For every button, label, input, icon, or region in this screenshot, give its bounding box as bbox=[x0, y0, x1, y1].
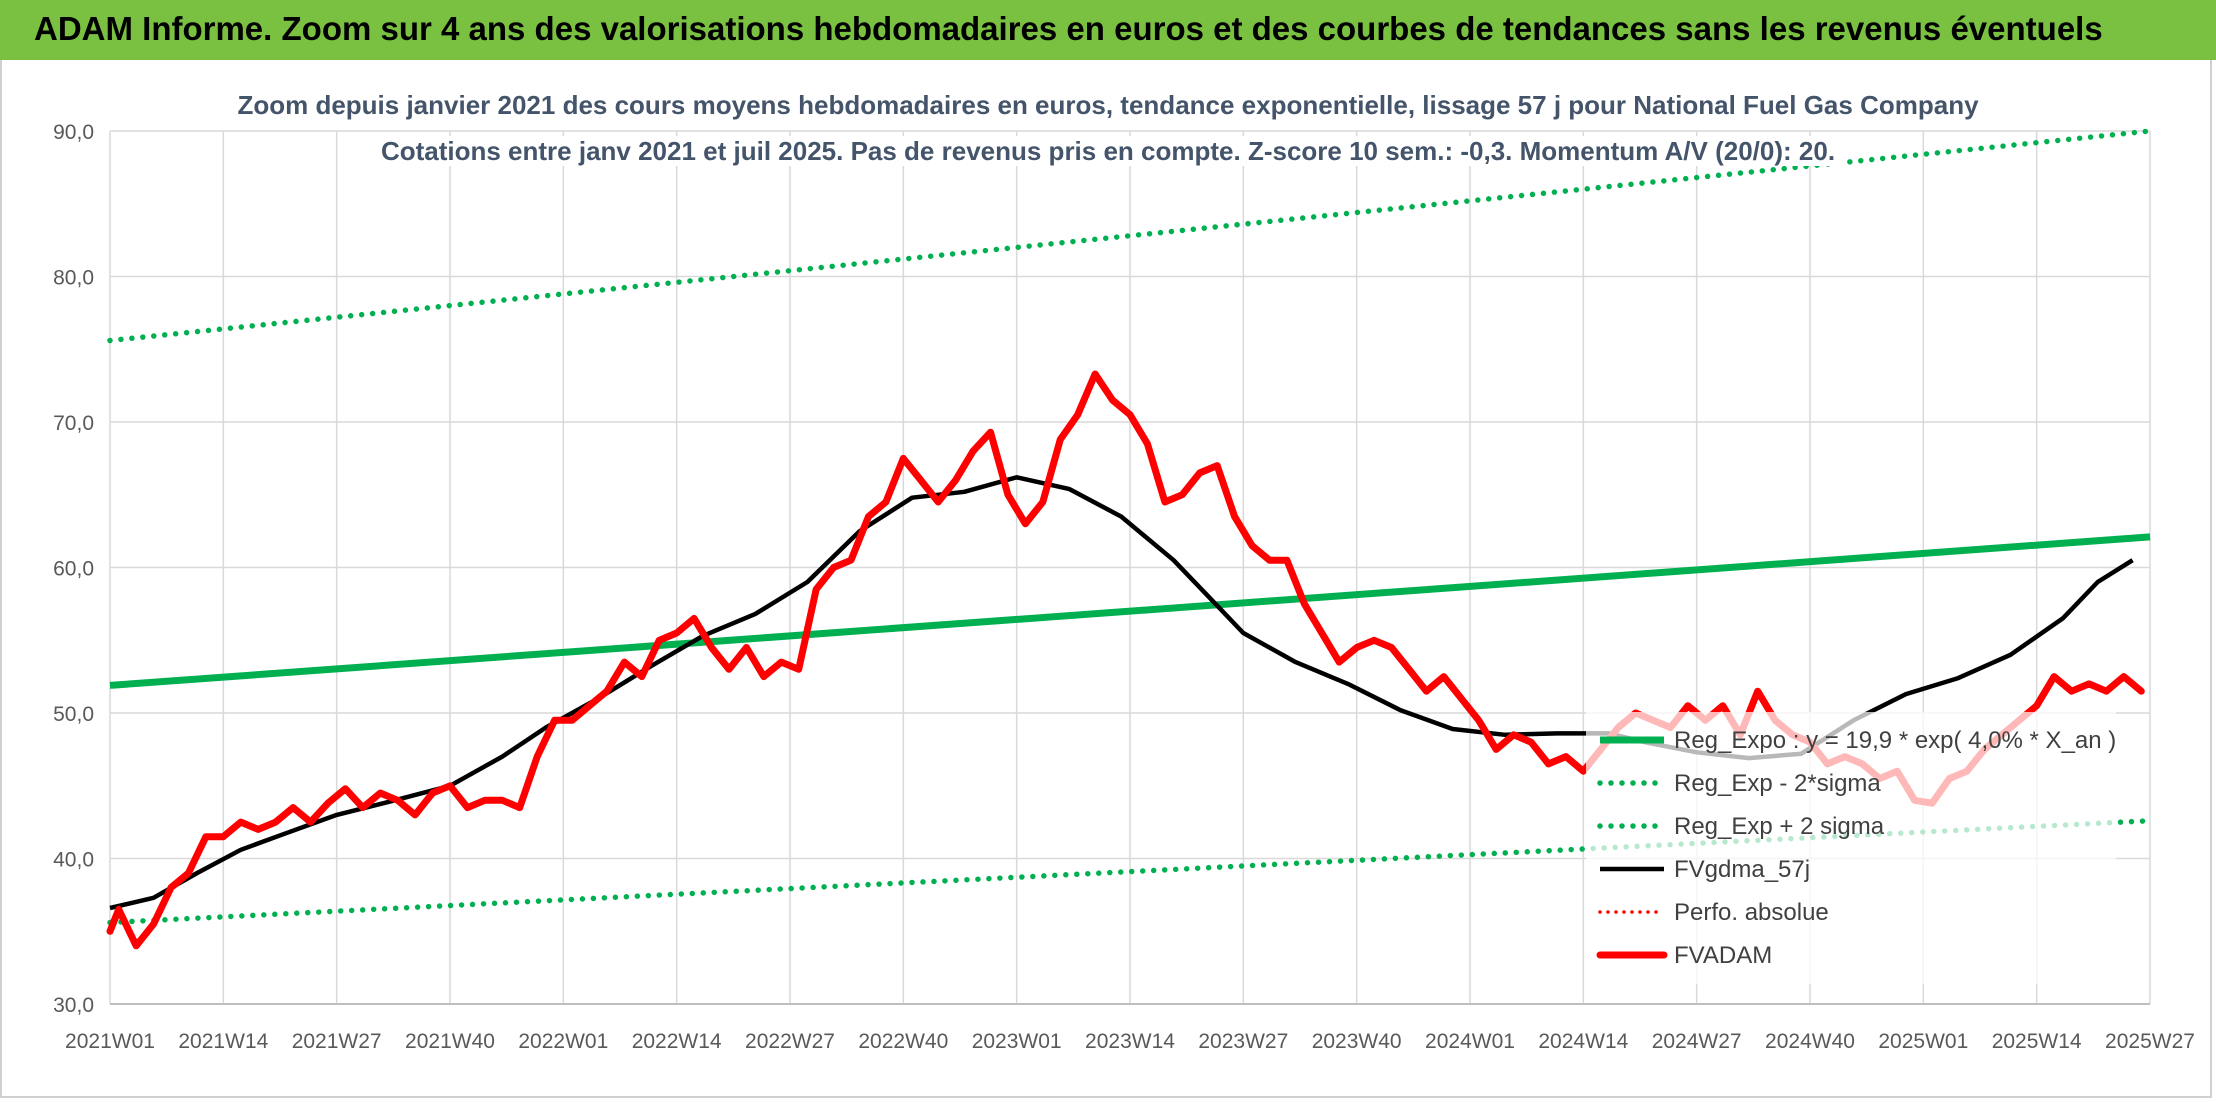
x-tick-label: 2024W40 bbox=[1765, 1030, 1855, 1053]
y-tick-label: 50,0 bbox=[53, 703, 94, 726]
x-tick-label: 2023W01 bbox=[972, 1030, 1062, 1053]
report-banner: ADAM Informe. Zoom sur 4 ans des valoris… bbox=[0, 0, 2216, 60]
x-tick-label: 2023W14 bbox=[1085, 1030, 1175, 1053]
y-tick-label: 70,0 bbox=[53, 412, 94, 435]
x-tick-label: 2022W01 bbox=[518, 1030, 608, 1053]
chart-frame bbox=[0, 60, 2212, 1098]
x-tick-label: 2023W27 bbox=[1198, 1030, 1288, 1053]
series-line-reg-exp-plus-2sigma bbox=[107, 128, 2153, 344]
x-tick-label: 2022W14 bbox=[632, 1030, 722, 1053]
x-tick-label: 2021W27 bbox=[292, 1030, 382, 1053]
report-title: ADAM Informe. Zoom sur 4 ans des valoris… bbox=[34, 10, 2103, 47]
x-axis-ticks: 2021W01 2021W14 2021W27 2021W40 2022W01 2022W… bbox=[65, 1030, 2195, 1053]
y-tick-label: 30,0 bbox=[53, 994, 94, 1017]
y-tick-label: 90,0 bbox=[53, 121, 94, 144]
x-tick-label: 2021W01 bbox=[65, 1030, 155, 1053]
legend-label-reg-expo: Reg_Expo : y = 19,9 * exp( 4,0% * X_an ) bbox=[1674, 727, 2116, 754]
legend-label-reg-exp-minus-2sigma: Reg_Exp - 2*sigma bbox=[1674, 770, 1881, 797]
x-tick-label: 2022W27 bbox=[745, 1030, 835, 1053]
chart-subtitle: Cotations entre janv 2021 et juil 2025. … bbox=[0, 136, 2216, 167]
x-tick-label: 2024W01 bbox=[1425, 1030, 1515, 1053]
legend-label-fvgdma-57j: FVgdma_57j bbox=[1674, 856, 1810, 883]
y-tick-label: 60,0 bbox=[53, 558, 94, 581]
y-tick-label: 40,0 bbox=[53, 849, 94, 872]
legend: Reg_Expo : y = 19,9 * exp( 4,0% * X_an )… bbox=[1586, 712, 2116, 984]
x-tick-label: 2021W40 bbox=[405, 1030, 495, 1053]
legend-label-fvadam: FVADAM bbox=[1674, 942, 1772, 969]
x-tick-label: 2023W40 bbox=[1312, 1030, 1402, 1053]
legend-label-reg-exp-plus-2sigma: Reg_Exp + 2 sigma bbox=[1674, 813, 1885, 840]
chart-title: Zoom depuis janvier 2021 des cours moyen… bbox=[0, 90, 2216, 121]
x-tick-label: 2024W27 bbox=[1652, 1030, 1742, 1053]
x-tick-label: 2024W14 bbox=[1538, 1030, 1628, 1053]
y-tick-label: 80,0 bbox=[53, 267, 94, 290]
series-line-reg-expo bbox=[109, 533, 2151, 689]
x-tick-label: 2025W01 bbox=[1878, 1030, 1968, 1053]
legend-label-perfo-absolue: Perfo. absolue bbox=[1674, 899, 1829, 926]
series-line-reg-exp-minus-2sigma bbox=[107, 817, 2153, 926]
x-tick-label: 2025W14 bbox=[1992, 1030, 2082, 1053]
x-tick-label: 2022W40 bbox=[858, 1030, 948, 1053]
x-tick-label: 2025W27 bbox=[2105, 1030, 2195, 1053]
legend-background bbox=[1586, 712, 2116, 984]
x-tick-label: 2021W14 bbox=[178, 1030, 268, 1053]
y-axis-ticks: 30,0 40,0 50,0 60,0 70,0 80,0 90,0 bbox=[53, 121, 94, 1017]
